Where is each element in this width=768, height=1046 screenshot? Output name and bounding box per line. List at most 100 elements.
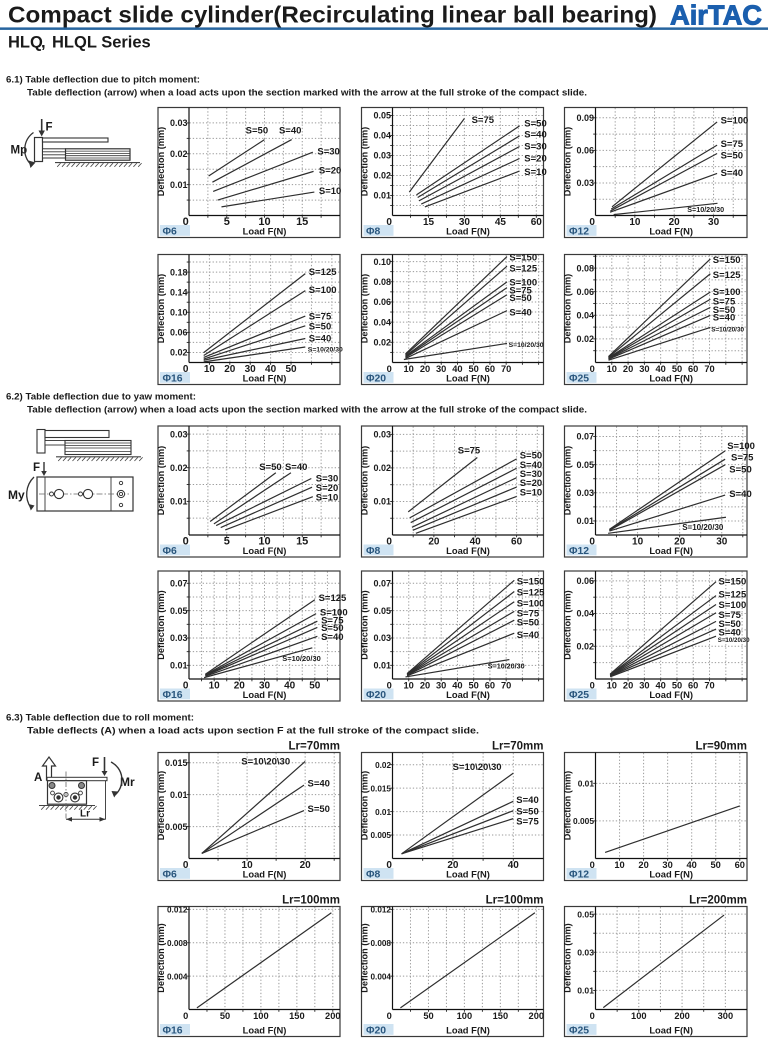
svg-text:S=40: S=40 [719,628,741,639]
svg-text:200: 200 [529,1011,545,1021]
svg-text:S=50: S=50 [517,618,539,629]
svg-text:0.04: 0.04 [576,311,594,321]
svg-text:0.06: 0.06 [576,146,594,156]
svg-text:0: 0 [589,537,595,548]
svg-text:6.1) Table deflection due to p: 6.1) Table deflection due to pitch momen… [6,75,200,85]
svg-text:0.04: 0.04 [373,131,391,141]
svg-text:60: 60 [531,217,543,228]
svg-text:0.015: 0.015 [371,784,392,793]
svg-text:20: 20 [623,681,633,691]
svg-text:Deflection (mm): Deflection (mm) [360,771,370,840]
svg-text:S=100: S=100 [719,600,747,611]
svg-text:Φ20: Φ20 [366,1026,386,1037]
svg-text:S=50: S=50 [721,151,743,162]
svg-text:Load F(N): Load F(N) [649,225,693,236]
svg-text:Lr=100mm: Lr=100mm [282,895,340,907]
svg-text:Φ16: Φ16 [163,1026,183,1037]
svg-text:0.09: 0.09 [576,113,594,123]
svg-text:30: 30 [245,364,257,375]
svg-text:0.015: 0.015 [165,758,188,768]
svg-text:0.03: 0.03 [373,633,391,643]
svg-text:45: 45 [495,217,507,228]
svg-text:S=100: S=100 [721,116,749,127]
svg-text:0.14: 0.14 [170,287,188,297]
svg-text:0.01: 0.01 [170,790,188,800]
svg-text:30: 30 [436,364,446,374]
svg-text:Load F(N): Load F(N) [649,1024,693,1035]
svg-text:100: 100 [253,1011,269,1021]
svg-text:S=10\20\30: S=10\20\30 [241,757,290,768]
svg-text:30: 30 [708,217,720,228]
svg-text:S=75: S=75 [509,286,532,297]
svg-text:Deflection (mm): Deflection (mm) [156,771,166,840]
svg-text:S=10/20/30: S=10/20/30 [718,637,750,644]
svg-text:S=40: S=40 [321,632,343,643]
svg-text:10: 10 [404,681,414,691]
svg-text:10: 10 [614,860,624,870]
svg-text:S=125: S=125 [319,593,347,604]
svg-text:Load F(N): Load F(N) [446,1024,490,1035]
svg-text:Compact slide cylinder(Recircu: Compact slide cylinder(Recirculating lin… [8,2,657,28]
svg-text:Deflection (mm): Deflection (mm) [156,274,166,343]
svg-text:S=10/20/30: S=10/20/30 [308,346,343,353]
svg-text:Φ25: Φ25 [569,1026,589,1037]
svg-text:0: 0 [183,681,189,692]
svg-text:5: 5 [224,536,230,548]
svg-text:10: 10 [242,860,254,871]
svg-text:0.03: 0.03 [577,948,594,958]
svg-text:40: 40 [452,364,462,374]
svg-text:Deflection (mm): Deflection (mm) [360,274,370,343]
svg-text:S=10/20/30: S=10/20/30 [682,523,724,532]
svg-text:0.02: 0.02 [373,171,391,181]
svg-text:10: 10 [204,364,216,375]
svg-text:Deflection (mm): Deflection (mm) [360,923,370,992]
svg-text:My: My [8,488,25,502]
svg-text:10: 10 [607,364,617,374]
svg-text:30: 30 [639,364,649,374]
svg-text:10: 10 [209,681,221,692]
svg-text:50: 50 [309,681,321,692]
svg-text:F: F [46,122,53,134]
svg-text:60: 60 [688,364,698,374]
svg-text:0.01: 0.01 [578,779,595,789]
svg-text:40: 40 [508,860,520,871]
svg-text:0: 0 [183,216,189,228]
svg-text:S=40: S=40 [713,313,735,324]
svg-text:0.04: 0.04 [576,609,594,619]
svg-text:0: 0 [386,860,392,871]
svg-text:HLQ: HLQ [8,34,43,52]
svg-text:S=30: S=30 [317,147,339,158]
svg-text:Deflection (mm): Deflection (mm) [156,590,166,659]
svg-text:S=50: S=50 [719,619,741,630]
svg-text:0.08: 0.08 [373,277,391,287]
svg-text:15: 15 [423,217,435,228]
svg-text:0.06: 0.06 [170,328,188,338]
svg-text:0: 0 [589,217,595,228]
svg-text:6.3) Table deflection due to r: 6.3) Table deflection due to roll moment… [6,713,194,723]
svg-text:20: 20 [234,681,246,692]
svg-text:Lr=100mm: Lr=100mm [486,895,544,907]
svg-text:200: 200 [325,1011,341,1021]
svg-text:Φ8: Φ8 [366,227,381,238]
svg-text:70: 70 [501,681,511,691]
svg-text:Φ20: Φ20 [366,374,386,385]
svg-text:S=100: S=100 [727,441,755,452]
svg-text:50: 50 [711,860,721,870]
svg-text:Deflection (mm): Deflection (mm) [563,446,573,515]
svg-text:40: 40 [470,537,482,548]
svg-text:S=125: S=125 [309,267,337,278]
svg-text:20: 20 [224,364,236,375]
svg-text:0.01: 0.01 [170,180,188,190]
svg-text:0: 0 [183,536,189,548]
svg-text:S=10: S=10 [524,167,546,178]
svg-text:S=50: S=50 [713,305,735,316]
svg-text:S=40: S=40 [517,630,539,641]
svg-text:Φ6: Φ6 [163,870,178,881]
svg-text:0: 0 [387,364,392,374]
svg-text:0.01: 0.01 [170,497,188,507]
svg-text:0.03: 0.03 [576,488,594,498]
svg-text:S=50: S=50 [259,462,281,473]
svg-text:0.07: 0.07 [373,579,391,589]
svg-text:150: 150 [493,1011,509,1021]
svg-text:Lr=70mm: Lr=70mm [289,741,340,753]
